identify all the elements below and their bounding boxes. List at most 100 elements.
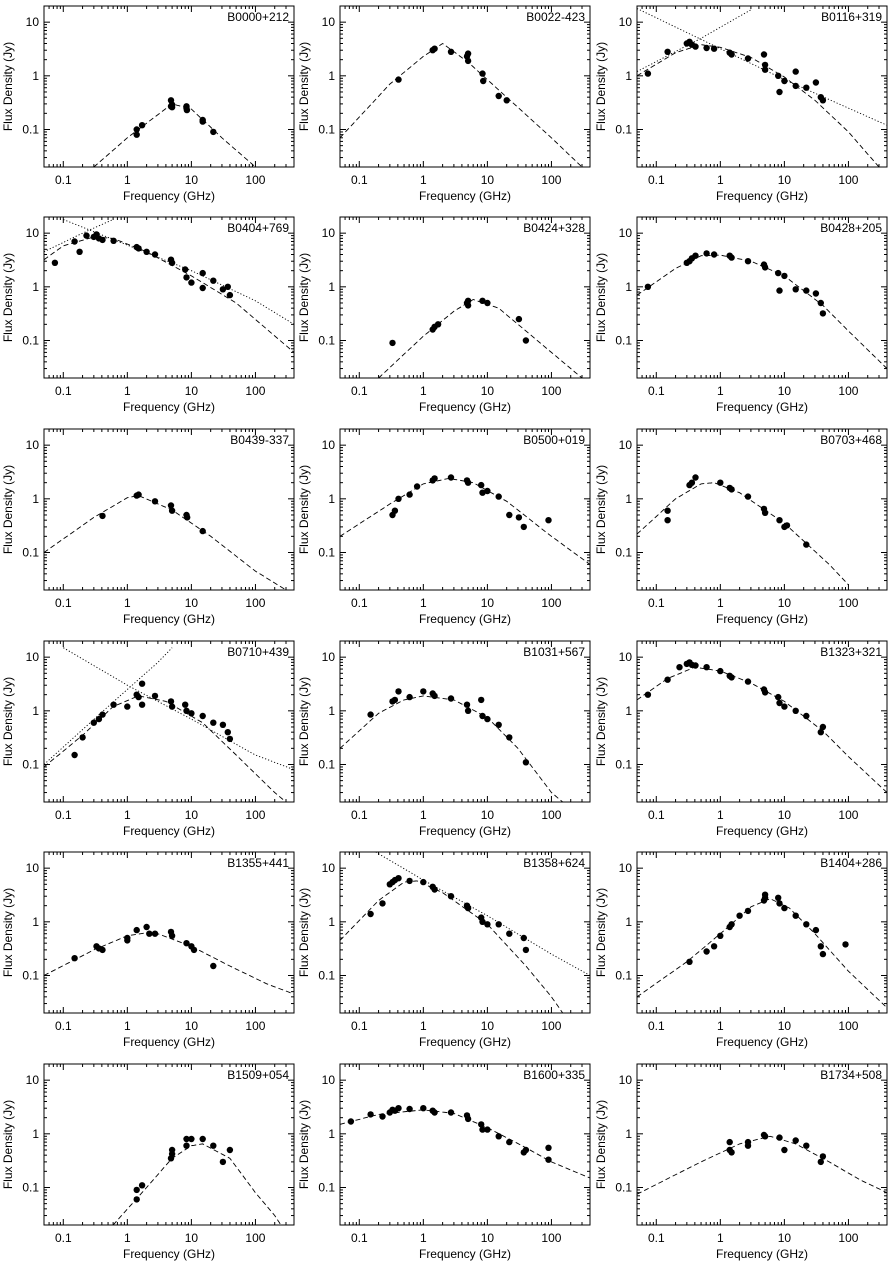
plot-area — [637, 891, 887, 1009]
data-point — [781, 703, 788, 710]
data-point — [710, 943, 718, 950]
data-point — [420, 878, 427, 886]
y-tick-label: 10 — [619, 650, 633, 664]
data-point — [664, 48, 671, 55]
y-axis-label: Flux Density (Jy) — [297, 42, 311, 131]
data-point — [644, 283, 652, 290]
data-point — [431, 475, 438, 482]
x-tick-label: 0.1 — [351, 596, 368, 610]
plot-frame — [43, 851, 295, 1014]
x-tick-label: 1 — [420, 808, 427, 822]
chart-B0703+468: 0.1 1 10 100 0.1 1 10 Frequency (GHz) Flux Densi… — [594, 428, 888, 626]
data-point — [484, 299, 491, 307]
plot-area — [637, 250, 887, 369]
x-tick-label: 0.1 — [351, 1231, 368, 1245]
x-tick-label: 1 — [420, 173, 427, 187]
data-point — [431, 886, 438, 893]
data-point — [391, 696, 399, 704]
data-point — [167, 502, 175, 509]
data-point — [210, 1142, 217, 1149]
plot-frame — [339, 1063, 591, 1226]
x-tick-label: 0.1 — [648, 808, 665, 822]
data-point — [347, 1118, 355, 1125]
data-point — [736, 912, 743, 919]
fit-curve-dotted — [44, 219, 114, 253]
y-tick-label: 0.1 — [615, 1180, 632, 1194]
x-tick-label: 0.1 — [351, 173, 368, 187]
plot-area — [637, 1131, 887, 1195]
x-tick-label: 1 — [717, 173, 724, 187]
data-point — [506, 1138, 513, 1146]
y-tick-label: 1 — [625, 704, 632, 718]
source-name-label: B0439-337 — [230, 433, 289, 447]
x-axis-label: Frequency (GHz) — [123, 1247, 215, 1261]
y-axis-label: Flux Density (Jy) — [594, 1100, 608, 1189]
x-tick-label: 10 — [481, 173, 495, 187]
x-tick-label: 10 — [185, 1019, 199, 1033]
x-tick-label: 0.1 — [648, 173, 665, 187]
data-point — [775, 269, 782, 277]
y-tick-label: 0.1 — [318, 757, 335, 771]
plot-area — [637, 474, 849, 586]
data-point — [83, 232, 90, 239]
data-point — [183, 1142, 190, 1149]
fit-curve-dashed — [637, 1135, 887, 1195]
data-point — [431, 1109, 438, 1116]
data-point — [522, 337, 530, 344]
data-point — [219, 1158, 227, 1166]
x-tick-label: 10 — [778, 1231, 792, 1245]
data-point — [484, 487, 491, 495]
y-axis-label: Flux Density (Jy) — [594, 465, 608, 554]
data-point — [522, 1146, 530, 1154]
x-tick-label: 0.1 — [351, 384, 368, 398]
panel-B0424+328: 0.1 1 10 100 0.1 1 10 Frequency (GHz) Flux Densi… — [296, 211, 592, 422]
data-point — [703, 948, 710, 955]
data-point — [717, 932, 724, 939]
source-name-label: B1031+567 — [523, 645, 585, 659]
y-tick-label: 1 — [32, 915, 39, 929]
data-point — [792, 707, 799, 714]
y-tick-label: 10 — [619, 1073, 633, 1087]
x-axis-label: Frequency (GHz) — [123, 612, 215, 626]
y-tick-label: 10 — [619, 15, 633, 29]
data-point — [99, 946, 106, 954]
data-point — [819, 723, 827, 731]
x-tick-label: 100 — [541, 384, 561, 398]
y-tick-label: 1 — [32, 69, 39, 83]
data-point — [395, 76, 402, 83]
data-point — [71, 955, 78, 962]
y-tick-label: 10 — [26, 15, 40, 29]
fit-curve-dotted — [44, 647, 173, 765]
x-axis-label: Frequency (GHz) — [716, 1035, 808, 1049]
data-point — [761, 1133, 769, 1140]
x-tick-label: 100 — [245, 596, 265, 610]
y-tick-label: 1 — [625, 492, 632, 506]
x-tick-label: 0.1 — [55, 808, 72, 822]
data-point — [792, 1137, 799, 1144]
data-point — [367, 1111, 374, 1118]
fit-curve-dashed — [637, 482, 849, 586]
y-axis-label: Flux Density (Jy) — [1, 42, 15, 131]
y-tick-label: 1 — [32, 1127, 39, 1141]
y-tick-label: 0.1 — [22, 545, 39, 559]
data-point — [183, 106, 191, 114]
data-point — [124, 703, 131, 710]
x-tick-label: 10 — [481, 808, 495, 822]
data-point — [728, 1149, 735, 1156]
plot-frame — [636, 851, 888, 1014]
data-point — [199, 269, 206, 277]
data-point — [783, 522, 791, 529]
data-point — [183, 274, 190, 281]
y-tick-label: 10 — [322, 861, 336, 875]
x-tick-label: 0.1 — [648, 596, 665, 610]
data-point — [182, 701, 189, 708]
panel-B1358+624: 0.1 1 10 100 0.1 1 10 Frequency (GHz) Flux Densi… — [296, 846, 592, 1057]
y-tick-label: 1 — [625, 69, 632, 83]
x-axis-label: Frequency (GHz) — [419, 1247, 511, 1261]
chart-B1600+335: 0.1 1 10 100 0.1 1 10 Frequency (GHz) Flux Densi… — [297, 1063, 591, 1261]
panel-B1404+286: 0.1 1 10 100 0.1 1 10 Frequency (GHz) Flux Densi… — [593, 846, 889, 1057]
data-point — [692, 474, 699, 481]
chart-B0000+212: 0.1 1 10 100 0.1 1 10 Frequency (GHz) Flux Densi… — [1, 5, 295, 203]
x-tick-label: 10 — [778, 808, 792, 822]
data-point — [775, 693, 782, 701]
